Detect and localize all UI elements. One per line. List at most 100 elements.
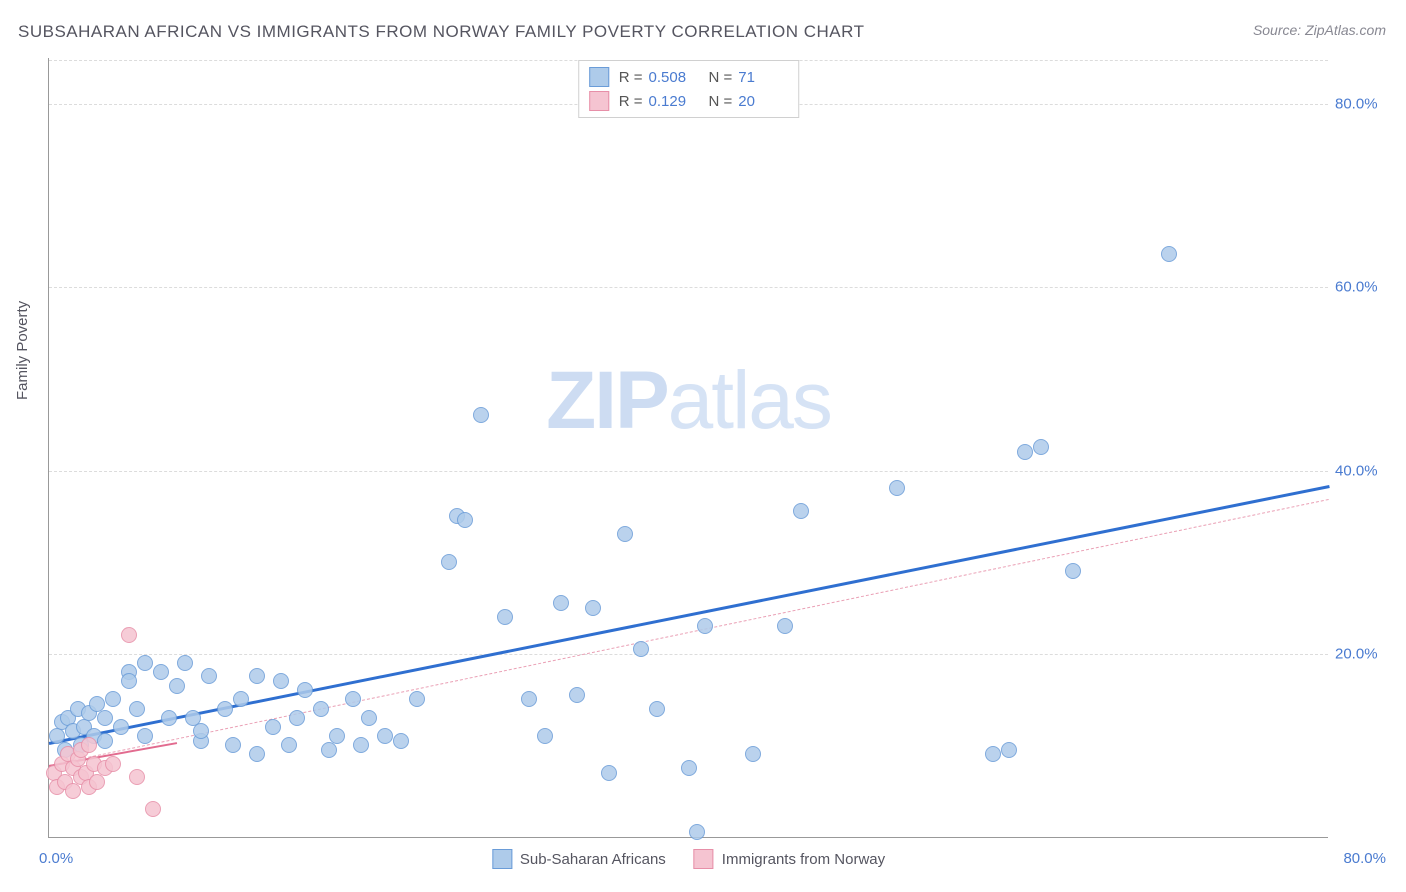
data-point xyxy=(1161,246,1177,262)
n-label: N = xyxy=(709,69,733,86)
data-point xyxy=(617,526,633,542)
data-point xyxy=(313,701,329,717)
source-label: Source: ZipAtlas.com xyxy=(1253,22,1386,38)
data-point xyxy=(249,668,265,684)
data-point xyxy=(689,824,705,840)
gridline xyxy=(49,471,1328,472)
n-value: 20 xyxy=(738,93,788,110)
data-point xyxy=(1033,439,1049,455)
data-point xyxy=(633,641,649,657)
data-point xyxy=(377,728,393,744)
data-point xyxy=(273,673,289,689)
r-label: R = xyxy=(619,93,643,110)
trend-line xyxy=(49,498,1329,765)
data-point xyxy=(985,746,1001,762)
chart-title: SUBSAHARAN AFRICAN VS IMMIGRANTS FROM NO… xyxy=(18,22,864,42)
x-tick-label: 0.0% xyxy=(39,850,73,867)
data-point xyxy=(201,668,217,684)
legend-swatch xyxy=(492,849,512,869)
n-label: N = xyxy=(709,93,733,110)
data-point xyxy=(177,655,193,671)
legend-label: Sub-Saharan Africans xyxy=(520,851,666,868)
r-value: 0.129 xyxy=(649,93,699,110)
data-point xyxy=(65,783,81,799)
data-point xyxy=(233,691,249,707)
data-point xyxy=(649,701,665,717)
legend-label: Immigrants from Norway xyxy=(722,851,885,868)
data-point xyxy=(497,609,513,625)
data-point xyxy=(89,774,105,790)
series-legend: Sub-Saharan Africans Immigrants from Norw… xyxy=(492,849,885,869)
data-point xyxy=(409,691,425,707)
y-tick-label: 20.0% xyxy=(1335,646,1390,663)
data-point xyxy=(777,618,793,634)
data-point xyxy=(81,737,97,753)
r-value: 0.508 xyxy=(649,69,699,86)
data-point xyxy=(601,765,617,781)
data-point xyxy=(105,691,121,707)
data-point xyxy=(889,480,905,496)
data-point xyxy=(793,503,809,519)
data-point xyxy=(553,595,569,611)
data-point xyxy=(681,760,697,776)
legend-row: R = 0.129 N = 20 xyxy=(589,89,789,113)
data-point xyxy=(265,719,281,735)
correlation-legend: R = 0.508 N = 71 R = 0.129 N = 20 xyxy=(578,60,800,118)
gridline xyxy=(49,654,1328,655)
legend-swatch xyxy=(694,849,714,869)
data-point xyxy=(1017,444,1033,460)
data-point xyxy=(97,733,113,749)
watermark-light: atlas xyxy=(668,355,831,446)
data-point xyxy=(169,678,185,694)
watermark-bold: ZIP xyxy=(546,355,668,446)
data-point xyxy=(537,728,553,744)
data-point xyxy=(121,627,137,643)
legend-swatch xyxy=(589,67,609,87)
legend-item: Sub-Saharan Africans xyxy=(492,849,666,869)
data-point xyxy=(393,733,409,749)
n-value: 71 xyxy=(738,69,788,86)
r-label: R = xyxy=(619,69,643,86)
data-point xyxy=(137,728,153,744)
y-tick-label: 40.0% xyxy=(1335,462,1390,479)
data-point xyxy=(441,554,457,570)
data-point xyxy=(153,664,169,680)
watermark: ZIPatlas xyxy=(546,354,831,448)
data-point xyxy=(97,710,113,726)
legend-item: Immigrants from Norway xyxy=(694,849,885,869)
y-axis-label: Family Poverty xyxy=(14,301,31,400)
data-point xyxy=(145,801,161,817)
data-point xyxy=(113,719,129,735)
legend-row: R = 0.508 N = 71 xyxy=(589,65,789,89)
data-point xyxy=(297,682,313,698)
data-point xyxy=(137,655,153,671)
data-point xyxy=(745,746,761,762)
gridline xyxy=(49,287,1328,288)
data-point xyxy=(129,769,145,785)
y-tick-label: 60.0% xyxy=(1335,279,1390,296)
data-point xyxy=(289,710,305,726)
y-tick-label: 80.0% xyxy=(1335,95,1390,112)
data-point xyxy=(361,710,377,726)
x-tick-label: 80.0% xyxy=(1343,850,1386,867)
scatter-chart: ZIPatlas 20.0%40.0%60.0%80.0%0.0%80.0%R … xyxy=(48,58,1328,838)
data-point xyxy=(353,737,369,753)
data-point xyxy=(281,737,297,753)
data-point xyxy=(105,756,121,772)
data-point xyxy=(321,742,337,758)
data-point xyxy=(161,710,177,726)
data-point xyxy=(697,618,713,634)
data-point xyxy=(225,737,241,753)
data-point xyxy=(521,691,537,707)
data-point xyxy=(329,728,345,744)
data-point xyxy=(217,701,233,717)
data-point xyxy=(129,701,145,717)
data-point xyxy=(457,512,473,528)
data-point xyxy=(345,691,361,707)
data-point xyxy=(1065,563,1081,579)
data-point xyxy=(121,673,137,689)
legend-swatch xyxy=(589,91,609,111)
data-point xyxy=(473,407,489,423)
data-point xyxy=(1001,742,1017,758)
data-point xyxy=(249,746,265,762)
